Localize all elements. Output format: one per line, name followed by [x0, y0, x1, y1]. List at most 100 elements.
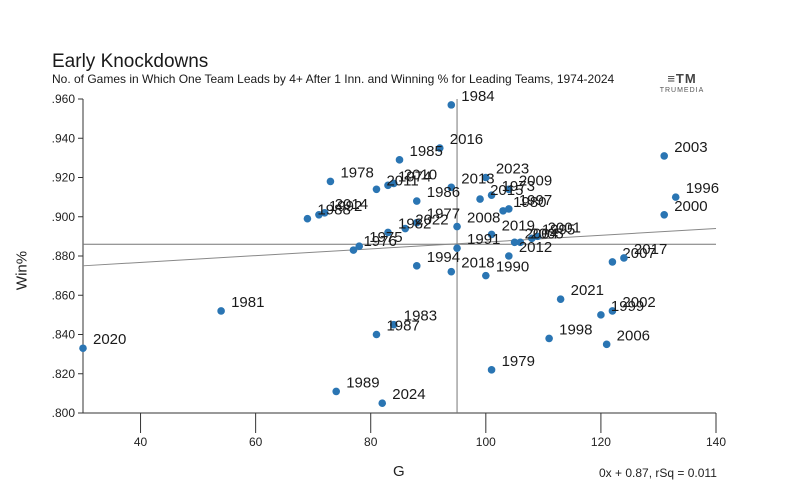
- x-tick-label: 100: [476, 435, 496, 449]
- data-point: [303, 214, 312, 223]
- x-tick-label: 120: [591, 435, 611, 449]
- trumedia-logo: ≡TM TRUMEDIA: [652, 72, 712, 94]
- data-point-label: 1984: [461, 88, 494, 105]
- data-point: [505, 252, 513, 260]
- data-point-label: 2014: [335, 196, 368, 213]
- data-point: [453, 222, 461, 231]
- logo-text: TRUMEDIA: [659, 87, 705, 94]
- data-point-label: 2001: [548, 219, 581, 236]
- data-point-label: 2012: [519, 239, 552, 256]
- data-point: [447, 101, 456, 109]
- y-tick-label: .900: [52, 210, 76, 224]
- data-point-label: 1974: [398, 168, 431, 185]
- logo-mark-icon: ≡TM: [667, 71, 697, 86]
- data-point-label: 2010: [404, 166, 437, 183]
- data-point: [79, 344, 87, 353]
- data-point-label: 1996: [686, 180, 719, 197]
- data-point-label: 1997: [519, 192, 552, 209]
- data-point-label: 1991: [467, 231, 500, 248]
- data-point: [608, 307, 617, 315]
- data-point: [315, 210, 323, 219]
- data-point-label: 2023: [496, 161, 529, 178]
- data-point: [378, 399, 387, 407]
- data-point-label: 1975: [369, 229, 402, 246]
- data-point-label: 2017: [634, 241, 667, 258]
- data-point-label: 1988: [317, 202, 350, 219]
- data-point: [476, 195, 484, 203]
- data-point-label: 1981: [231, 294, 264, 311]
- data-point-label: 2004: [525, 225, 558, 242]
- data-point-label: 1999: [611, 298, 644, 315]
- data-point-label: 1983: [404, 308, 437, 325]
- data-point-label: 1979: [502, 353, 535, 370]
- data-point: [355, 242, 364, 250]
- data-point-label: 2003: [674, 139, 707, 156]
- data-point: [435, 144, 444, 152]
- data-point: [620, 254, 628, 262]
- data-point-label: 1973: [502, 178, 535, 195]
- data-point: [510, 238, 519, 247]
- data-point-label: 1985: [410, 143, 443, 160]
- data-point-label: 2002: [622, 294, 655, 311]
- y-tick-label: .880: [52, 249, 76, 263]
- x-tick-label: 60: [249, 435, 263, 449]
- data-point-label: 1976: [363, 233, 396, 250]
- data-point: [217, 307, 225, 315]
- trendline: [82, 228, 717, 267]
- data-point-label: 2009: [519, 172, 552, 189]
- data-point: [412, 197, 421, 205]
- data-point-label: 2018: [461, 255, 494, 272]
- data-point: [660, 152, 669, 160]
- data-point-label: 1994: [427, 249, 460, 266]
- data-point: [447, 267, 456, 276]
- data-point: [412, 218, 421, 227]
- data-point: [505, 185, 513, 194]
- y-tick-label: .940: [52, 131, 76, 145]
- data-point: [505, 205, 513, 213]
- data-point-label: 1987: [386, 318, 419, 335]
- data-point: [487, 191, 496, 199]
- y-tick-label: .960: [52, 92, 76, 106]
- data-point-label: 2007: [622, 245, 655, 262]
- data-point: [384, 181, 392, 190]
- data-point: [482, 173, 490, 182]
- data-point: [660, 210, 669, 219]
- data-point: [597, 311, 605, 319]
- y-tick-label: .920: [52, 171, 76, 185]
- data-point: [372, 330, 381, 339]
- data-point-label: 2024: [392, 386, 425, 403]
- data-point: [447, 183, 456, 192]
- data-point-label: 1998: [559, 321, 592, 338]
- y-tick-label: .820: [52, 367, 76, 381]
- data-point: [487, 230, 496, 239]
- data-point: [528, 234, 536, 243]
- y-tick-label: .860: [52, 288, 76, 302]
- data-point-label: 2006: [617, 327, 650, 344]
- x-axis-label: G: [393, 463, 405, 480]
- data-point-label: 2022: [415, 212, 448, 229]
- y-tick-label: .800: [52, 406, 76, 420]
- data-point: [499, 207, 507, 215]
- data-point: [556, 295, 565, 303]
- data-point-label: 1977: [427, 206, 460, 223]
- data-point: [320, 209, 329, 217]
- data-point-label: 2020: [93, 331, 126, 348]
- data-point: [545, 334, 553, 343]
- trendline-equation: 0x + 0.87, rSq = 0.011: [599, 466, 717, 480]
- x-tick-label: 80: [364, 435, 378, 449]
- data-point-label: 1989: [346, 374, 379, 391]
- data-point-label: 2021: [571, 282, 604, 299]
- data-point-label: 2005: [530, 225, 563, 242]
- data-point: [395, 156, 404, 164]
- x-tick-label: 40: [134, 435, 148, 449]
- data-point-label: 2016: [450, 131, 483, 148]
- data-point: [516, 238, 525, 247]
- data-point: [671, 193, 680, 201]
- data-point: [453, 244, 461, 252]
- data-point: [602, 340, 611, 349]
- data-point-label: 1986: [427, 184, 460, 201]
- y-tick-label: .840: [52, 328, 76, 342]
- data-point-label: 1980: [513, 194, 546, 211]
- data-point: [401, 224, 410, 233]
